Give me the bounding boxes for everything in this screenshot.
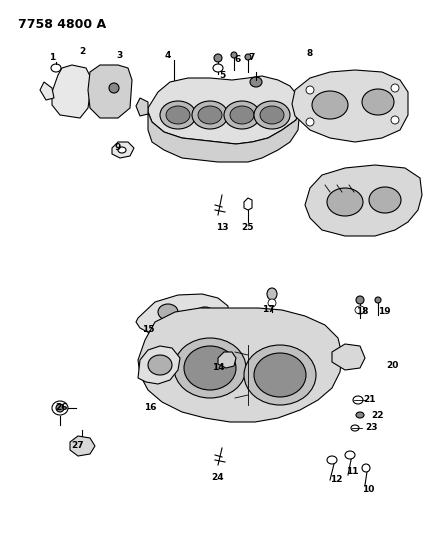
Ellipse shape: [306, 118, 314, 126]
Ellipse shape: [198, 106, 222, 124]
Polygon shape: [112, 142, 134, 158]
Ellipse shape: [245, 54, 251, 60]
Ellipse shape: [56, 404, 64, 412]
Text: 7758 4800 A: 7758 4800 A: [18, 18, 106, 31]
Ellipse shape: [195, 307, 215, 323]
Polygon shape: [332, 344, 365, 370]
Polygon shape: [218, 352, 236, 368]
Ellipse shape: [356, 296, 364, 304]
Text: 25: 25: [242, 223, 254, 232]
Polygon shape: [305, 165, 422, 236]
Ellipse shape: [254, 101, 290, 129]
Text: 4: 4: [165, 51, 171, 60]
Ellipse shape: [391, 84, 399, 92]
Text: 23: 23: [366, 424, 378, 432]
Ellipse shape: [260, 106, 284, 124]
Ellipse shape: [51, 64, 61, 72]
Text: 16: 16: [144, 403, 156, 413]
Polygon shape: [88, 65, 132, 118]
Polygon shape: [298, 96, 312, 116]
Text: 21: 21: [364, 395, 376, 405]
Ellipse shape: [250, 77, 262, 87]
Ellipse shape: [148, 355, 172, 375]
Ellipse shape: [306, 86, 314, 94]
Ellipse shape: [369, 187, 401, 213]
Polygon shape: [40, 82, 54, 100]
Text: 17: 17: [262, 305, 274, 314]
Ellipse shape: [213, 64, 223, 72]
Polygon shape: [148, 76, 300, 144]
Text: 15: 15: [142, 326, 154, 335]
Text: 7: 7: [249, 53, 255, 62]
Ellipse shape: [391, 116, 399, 124]
Ellipse shape: [356, 412, 364, 418]
Ellipse shape: [351, 425, 359, 431]
Polygon shape: [138, 308, 342, 422]
Ellipse shape: [327, 188, 363, 216]
Ellipse shape: [118, 147, 126, 153]
Text: 9: 9: [115, 143, 121, 152]
Ellipse shape: [362, 89, 394, 115]
Text: 26: 26: [56, 403, 68, 413]
Text: 19: 19: [377, 308, 390, 317]
Text: 11: 11: [346, 467, 358, 477]
Ellipse shape: [254, 353, 306, 397]
Ellipse shape: [231, 52, 237, 58]
Ellipse shape: [268, 299, 276, 307]
Text: 10: 10: [362, 486, 374, 495]
Polygon shape: [136, 98, 148, 116]
Ellipse shape: [267, 288, 277, 300]
Ellipse shape: [192, 101, 228, 129]
Text: 20: 20: [386, 360, 398, 369]
Ellipse shape: [214, 54, 222, 62]
Text: 12: 12: [330, 475, 342, 484]
Ellipse shape: [345, 451, 355, 459]
Ellipse shape: [174, 338, 246, 398]
Text: 2: 2: [79, 47, 85, 56]
Text: 1: 1: [49, 53, 55, 62]
Text: 3: 3: [117, 51, 123, 60]
Text: 22: 22: [372, 410, 384, 419]
Polygon shape: [148, 108, 300, 162]
Polygon shape: [138, 346, 180, 384]
Text: 6: 6: [235, 55, 241, 64]
Ellipse shape: [355, 306, 365, 314]
Ellipse shape: [362, 464, 370, 472]
Polygon shape: [244, 198, 252, 210]
Text: 13: 13: [216, 223, 228, 232]
Text: 14: 14: [212, 364, 224, 373]
Polygon shape: [292, 70, 408, 142]
Ellipse shape: [166, 106, 190, 124]
Ellipse shape: [160, 101, 196, 129]
Ellipse shape: [109, 83, 119, 93]
Text: 18: 18: [356, 308, 368, 317]
Ellipse shape: [224, 101, 260, 129]
Text: 27: 27: [71, 440, 84, 449]
Ellipse shape: [230, 106, 254, 124]
Polygon shape: [70, 436, 95, 456]
Ellipse shape: [312, 91, 348, 119]
Ellipse shape: [353, 396, 363, 404]
Polygon shape: [136, 294, 228, 338]
Text: 24: 24: [212, 473, 224, 482]
Text: 8: 8: [307, 49, 313, 58]
Text: 5: 5: [219, 70, 225, 79]
Polygon shape: [52, 65, 92, 118]
Ellipse shape: [158, 304, 178, 320]
Ellipse shape: [184, 346, 236, 390]
Ellipse shape: [375, 297, 381, 303]
Ellipse shape: [52, 401, 68, 415]
Ellipse shape: [244, 345, 316, 405]
Ellipse shape: [327, 456, 337, 464]
Ellipse shape: [160, 322, 176, 334]
